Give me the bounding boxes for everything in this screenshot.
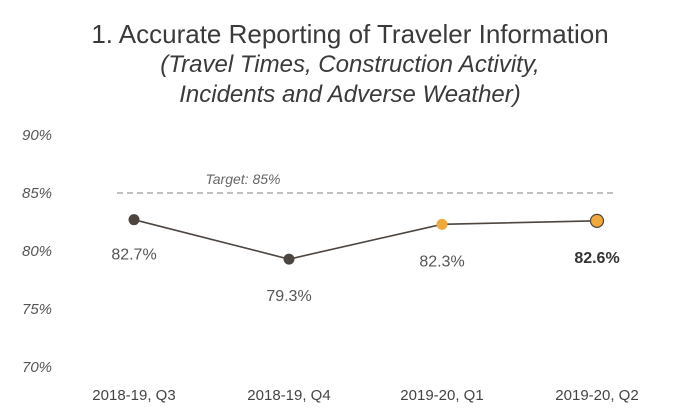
x-tick-label: 2018-19, Q3	[92, 387, 175, 404]
target-label: Target: 85%	[206, 171, 281, 187]
y-tick-label: 80%	[22, 243, 52, 260]
chart-title-block: 1. Accurate Reporting of Traveler Inform…	[0, 18, 700, 110]
chart-subtitle-line1: (Travel Times, Construction Activity,	[160, 51, 540, 78]
data-label: 82.6%	[574, 250, 619, 267]
data-point	[589, 213, 605, 228]
chart-subtitle-line2: Incidents and Adverse Weather)	[179, 81, 521, 108]
data-point	[436, 218, 448, 230]
chart-title: 1. Accurate Reporting of Traveler Inform…	[91, 19, 609, 49]
y-tick-label: 90%	[22, 127, 52, 144]
x-tick-label: 2019-20, Q1	[400, 387, 483, 404]
x-tick-label: 2018-19, Q4	[247, 387, 330, 404]
y-tick-label: 70%	[22, 359, 52, 376]
y-tick-label: 85%	[22, 185, 52, 202]
data-point	[283, 253, 295, 265]
y-tick-label: 75%	[22, 301, 52, 318]
x-tick-label: 2019-20, Q2	[555, 387, 638, 404]
data-label: 82.7%	[111, 247, 156, 264]
data-label: 82.3%	[419, 253, 464, 270]
data-point	[128, 214, 140, 226]
data-label: 79.3%	[266, 288, 311, 305]
series-line	[133, 218, 598, 260]
